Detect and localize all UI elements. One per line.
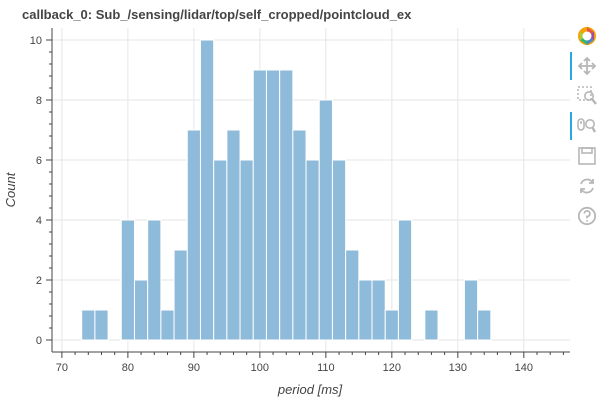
- y-tick-label: 10: [30, 35, 42, 47]
- histogram-bar: [463, 279, 479, 341]
- x-tick-label: 110: [317, 362, 335, 374]
- histogram-bar: [160, 309, 175, 341]
- y-tick-label: 8: [36, 95, 42, 107]
- pan-icon[interactable]: [570, 52, 599, 80]
- histogram-bar: [213, 159, 228, 341]
- reset-icon[interactable]: [575, 174, 599, 198]
- histogram-bar: [318, 99, 333, 341]
- wheel-zoom-icon[interactable]: [570, 112, 599, 140]
- histogram-bar: [133, 279, 149, 341]
- histogram-bar: [252, 69, 267, 341]
- axes: 70 80 90 100 110 120 130 140 0 2 4 6 8 10: [30, 28, 570, 374]
- histogram-bar: [305, 159, 320, 341]
- y-tick-label: 0: [36, 335, 42, 347]
- x-tick-label: 120: [383, 362, 401, 374]
- histogram-bar: [239, 159, 254, 341]
- histogram-bar: [397, 219, 413, 341]
- histogram-bar: [173, 249, 188, 341]
- bokeh-logo-icon[interactable]: [575, 24, 599, 48]
- histogram-bar: [371, 279, 386, 341]
- y-tick-label: 6: [36, 155, 42, 167]
- histogram-bar: [226, 129, 241, 341]
- histogram-bar: [120, 219, 135, 341]
- histogram-bar: [331, 159, 347, 341]
- histogram-bar: [358, 279, 373, 341]
- histogram-bar: [81, 309, 96, 341]
- x-axis-label: period [ms]: [277, 382, 343, 397]
- histogram-bar: [147, 219, 162, 341]
- histogram-bar: [345, 249, 360, 341]
- help-icon[interactable]: [575, 204, 599, 228]
- histogram-bars: [81, 39, 492, 341]
- x-tick-label: 130: [449, 362, 467, 374]
- x-tick-label: 90: [188, 362, 200, 374]
- histogram-bar: [186, 129, 201, 341]
- histogram-bar: [424, 309, 439, 341]
- x-tick-label: 140: [515, 362, 533, 374]
- histogram-bar: [292, 129, 307, 341]
- x-tick-label: 100: [251, 362, 269, 374]
- chart-title: callback_0: Sub_/sensing/lidar/top/self_…: [22, 7, 412, 22]
- histogram-bar: [384, 309, 399, 341]
- x-tick-label: 80: [122, 362, 134, 374]
- histogram-bar: [279, 69, 294, 341]
- histogram-bar: [199, 39, 215, 341]
- save-icon[interactable]: [575, 144, 599, 168]
- y-tick-label: 2: [36, 275, 42, 287]
- histogram-bar: [265, 69, 281, 341]
- x-tick-label: 70: [56, 362, 68, 374]
- y-tick-label: 4: [36, 215, 42, 227]
- box-zoom-icon[interactable]: [575, 84, 599, 108]
- histogram-bar: [94, 309, 109, 341]
- histogram-bar: [477, 309, 492, 341]
- chart-toolbar: [570, 24, 600, 244]
- y-axis-label: Count: [3, 171, 18, 207]
